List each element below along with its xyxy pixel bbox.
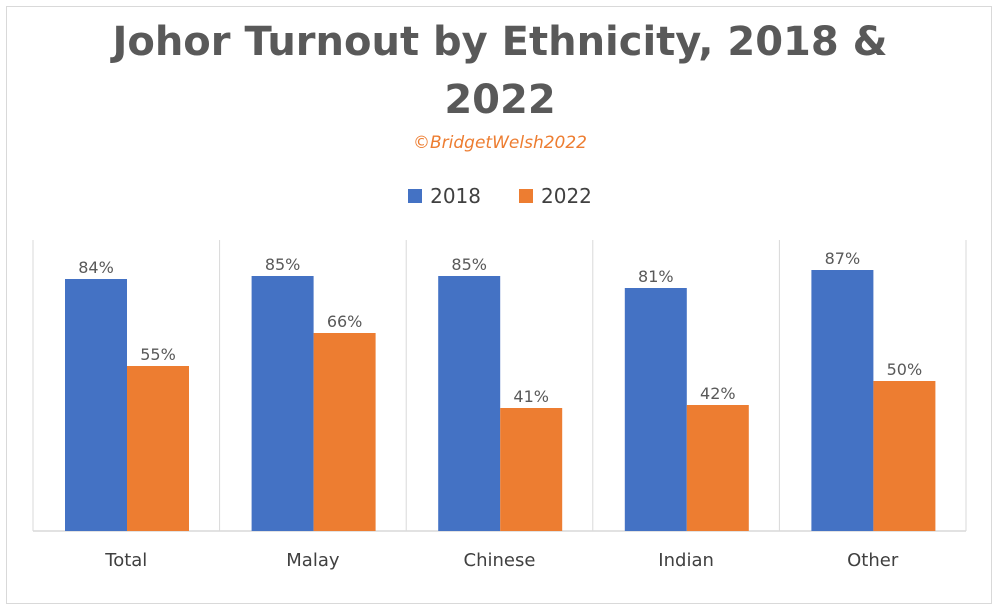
bar-2018-chinese [438,276,501,531]
x-tick-label-chinese: Chinese [464,550,536,571]
data-label-2022-total: 55% [140,345,176,364]
data-label-2022-other: 50% [887,360,923,379]
x-tick-label-total: Total [104,550,147,571]
bar-2022-indian [686,405,749,531]
bar-2018-malay [251,276,314,531]
data-label-2018-total: 84% [78,258,114,277]
bar-2018-total [65,279,127,531]
legend-item-2018: 2018 [408,184,481,208]
data-label-2018-indian: 81% [638,267,674,286]
data-label-2018-chinese: 85% [451,255,487,274]
legend-label-2018: 2018 [430,184,481,208]
data-label-2022-indian: 42% [700,384,736,403]
chart-title-line2: 2022 [444,77,556,123]
bar-2022-chinese [500,408,563,531]
chart-subtitle: ©BridgetWelsh2022 [413,133,587,153]
chart-title-line1: Johor Turnout by Ethnicity, 2018 & [112,19,888,65]
legend-swatch-2022 [519,189,533,203]
data-label-2018-other: 87% [825,249,861,268]
x-tick-label-indian: Indian [658,550,714,571]
legend-swatch-2018 [408,189,423,203]
x-tick-label-other: Other [847,550,899,571]
legend-label-2022: 2022 [541,184,592,208]
bar-2022-total [127,366,189,531]
bar-2022-other [873,381,936,531]
data-label-2022-chinese: 41% [513,387,549,406]
chart-legend: 2018 2022 [0,184,1000,208]
bar-2018-indian [624,288,687,531]
legend-item-2022: 2022 [519,184,592,208]
bar-2018-other [811,270,874,531]
data-label-2018-malay: 85% [265,255,301,274]
x-tick-label-malay: Malay [286,550,340,571]
bar-2022-malay [313,333,376,531]
data-label-2022-malay: 66% [327,312,363,331]
